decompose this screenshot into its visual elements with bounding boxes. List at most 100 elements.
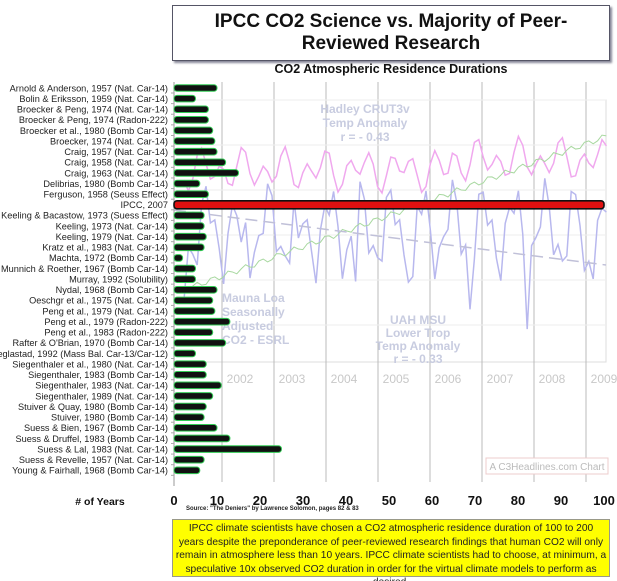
- inset-year-label: 2004: [331, 372, 358, 386]
- bar: [173, 147, 218, 156]
- bar: [173, 360, 207, 368]
- inset-year-label: 2005: [383, 372, 410, 386]
- bar: [173, 211, 205, 220]
- bar: [173, 455, 205, 464]
- category-label: Machta, 1972 (Bomb Car-14): [49, 253, 168, 263]
- category-label: Broecker, 1974 (Nat. Car-14): [50, 136, 168, 146]
- category-label: Suess & Bien, 1967 (Bomb Car-14): [24, 423, 168, 433]
- category-label: Peng et al., 1979 (Radon-222): [44, 317, 168, 327]
- x-axis-label: # of Years: [75, 496, 125, 508]
- chart-credit: A C3Headlines.com Chart: [489, 462, 604, 473]
- mauna-loa-annotation: Seasonally: [222, 305, 285, 319]
- x-tick-label: 0: [170, 493, 177, 508]
- bar: [173, 275, 196, 283]
- bar: [173, 434, 231, 443]
- category-label: Siegenthaler et al., 1980 (Nat. Car-14): [12, 359, 168, 369]
- category-label: Stuiver, 1980 (Bomb Car-14): [51, 413, 168, 423]
- uah-trend: [173, 209, 607, 266]
- category-label: Craig, 1963 (Nat. Car-14): [64, 168, 168, 178]
- bar: [173, 126, 214, 135]
- bar: [173, 285, 218, 294]
- x-tick-label: 60: [425, 493, 439, 508]
- hadley-annotation: r = - 0.43: [340, 130, 389, 144]
- mauna-loa-annotation: Adjusted: [222, 319, 273, 333]
- inset-year-label: 2009: [591, 372, 617, 386]
- x-tick-label: 40: [339, 493, 353, 508]
- category-label: Arnold & Anderson, 1957 (Nat. Car-14): [10, 83, 168, 93]
- x-tick-label: 10: [210, 493, 224, 508]
- category-label: Seglastad, 1992 (Mass Bal. Car-13/Car-12…: [0, 349, 168, 359]
- category-label: Suess & Lal, 1983 (Nat. Car-14): [37, 444, 168, 454]
- bar: [173, 445, 282, 453]
- bar: [173, 222, 205, 230]
- hadley-annotation: Temp Anomaly: [323, 116, 408, 130]
- category-label: Keeling, 1979 (Nat. Car-14): [56, 232, 168, 242]
- uah-annotation: UAH MSU: [390, 313, 446, 327]
- x-tick-label: 20: [253, 493, 267, 508]
- bar: [173, 296, 214, 305]
- category-label: Broecker et al., 1980 (Bomb Car-14): [20, 126, 168, 136]
- bar: [173, 413, 205, 422]
- category-label: Broecker & Peng, 1974 (Nat. Car-14): [17, 105, 168, 115]
- bar-ipcc: [173, 200, 605, 210]
- inset-year-label: 2003: [279, 372, 306, 386]
- title-box: IPCC CO2 Science vs. Majority of Peer-Re…: [172, 5, 610, 76]
- bar: [173, 84, 218, 92]
- mauna-loa-annotation: Mauna Loa: [222, 291, 285, 305]
- category-label: Keeling & Bacastow, 1973 (Suess Effect): [1, 211, 168, 221]
- bar: [173, 116, 209, 124]
- bar: [173, 190, 209, 198]
- hadley-annotation: Hadley CRUT3v: [320, 102, 410, 116]
- uah-annotation: Temp Anomaly: [376, 339, 461, 353]
- credit-box: [485, 457, 609, 475]
- x-tick-label: 30: [296, 493, 310, 508]
- bar: [173, 94, 196, 103]
- category-label: Rafter & O'Brian, 1970 (Bomb Car-14): [13, 338, 168, 348]
- bar: [173, 137, 216, 145]
- category-label: Young & Fairhall, 1968 (Bomb Car-14): [12, 466, 168, 476]
- bar: [173, 264, 196, 273]
- category-label: Murray, 1992 (Solubility): [69, 274, 168, 284]
- category-label: Ferguson, 1958 (Seuss Effect): [44, 190, 168, 200]
- category-label: Craig, 1958 (Nat. Car-14): [64, 158, 168, 168]
- bar: [173, 179, 201, 188]
- bar: [173, 466, 201, 475]
- x-tick-label: 70: [468, 493, 482, 508]
- bar: [173, 370, 207, 379]
- bar: [173, 169, 239, 177]
- source-note: Source: "The Deniers" by Lawrence Solomo…: [186, 506, 359, 512]
- uah-annotation: Lower Trop: [386, 326, 451, 340]
- category-label: Munnich & Roether, 1967 (Bomb Car-14): [1, 264, 168, 274]
- inset-year-label: 2002: [227, 372, 254, 386]
- inset-year-label: 2007: [487, 372, 514, 386]
- chart-subtitle: CO2 Atmospheric Residence Durations: [274, 62, 508, 76]
- bar: [173, 105, 209, 114]
- category-label: Delibrias, 1980 (Bomb Car-14): [43, 179, 168, 189]
- bar: [173, 349, 196, 358]
- category-label: Craig, 1957 (Nat. Car-14): [64, 147, 168, 157]
- x-tick-label: 100: [593, 493, 615, 508]
- bar: [173, 424, 218, 432]
- bar: [173, 232, 207, 241]
- bar: [173, 317, 231, 326]
- bar: [173, 254, 184, 262]
- co2-series: [183, 134, 607, 292]
- category-label: Kratz et al., 1983 (Nat. Car-14): [42, 243, 168, 253]
- category-label: Broecker & Peng, 1974 (Radon-222): [19, 115, 168, 125]
- category-label: Bolin & Eriksson, 1959 (Nat. Car-14): [19, 94, 168, 104]
- inset-year-label: 2006: [435, 372, 462, 386]
- bar: [173, 392, 214, 400]
- chart-title: IPCC CO2 Science vs. Majority of Peer-Re…: [214, 11, 568, 54]
- category-label: Stuiver & Quay, 1980 (Bomb Car-14): [18, 402, 168, 412]
- uah-series: [183, 178, 607, 330]
- bar: [173, 381, 222, 390]
- category-label: Siegenthaler, 1989 (Nat. Car-14): [35, 391, 168, 401]
- mauna-loa-annotation: CO2 - ESRL: [222, 333, 289, 347]
- x-tick-label: 80: [511, 493, 525, 508]
- category-label: Siegenthaler, 1983 (Nat. Car-14): [35, 381, 168, 391]
- bar: [173, 158, 227, 167]
- category-label: IPCC, 2007: [121, 200, 169, 210]
- bar: [173, 328, 214, 337]
